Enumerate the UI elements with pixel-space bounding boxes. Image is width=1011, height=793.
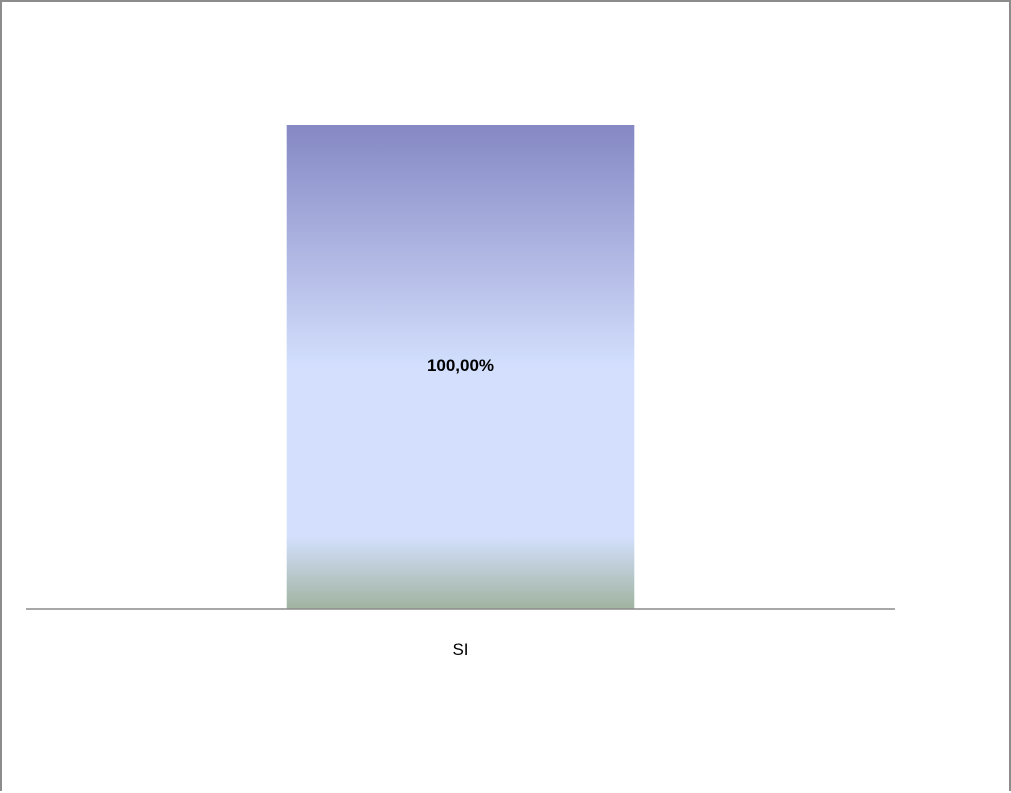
x-tick-labels: SI (452, 640, 468, 659)
labels-layer: 100,00% (427, 356, 494, 375)
bars-layer (286, 125, 635, 609)
x-tick-label: SI (452, 640, 468, 659)
data-label: 100,00% (427, 356, 494, 375)
bar-si (286, 125, 635, 609)
